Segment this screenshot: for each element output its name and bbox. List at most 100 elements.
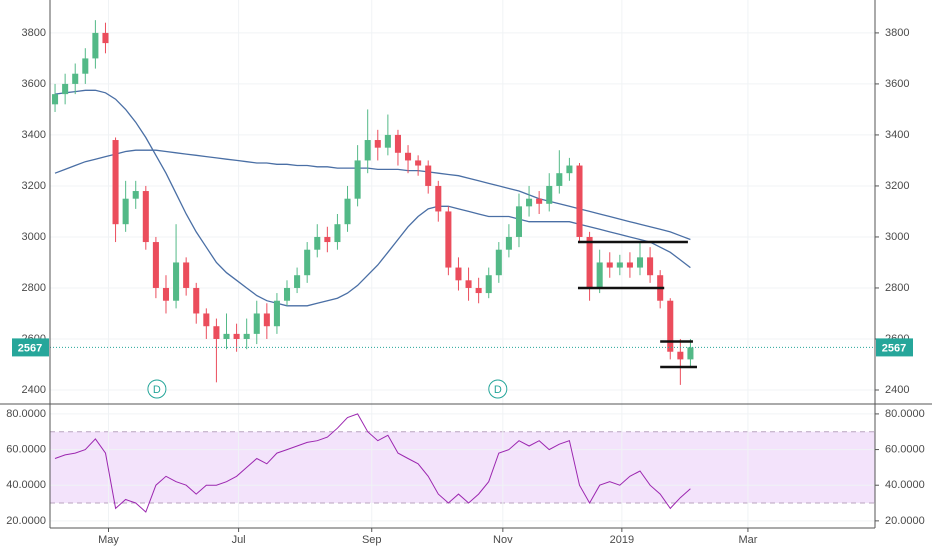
y-tick-label: 3200 [22,180,46,192]
candle-body [294,275,301,288]
candle-body [213,326,220,339]
y-tick-label-right: 2800 [885,282,909,294]
y-tick-label-right: 3600 [885,78,909,90]
y-tick-label: 2400 [22,384,46,396]
candle-body [616,262,623,268]
candle-body [112,140,119,225]
y-tick-label: 20.0000 [6,515,46,527]
candle-body [455,267,462,281]
candle-body [92,32,99,59]
y-tick-label: 2800 [22,282,46,294]
y-tick-label-right: 3400 [885,129,909,141]
candle-body [546,185,553,204]
candle-body [647,257,654,276]
candle-body [495,249,502,276]
last-price-box-right [876,338,913,357]
candle-body [132,191,139,199]
y-tick-label: 80.0000 [6,408,46,420]
y-tick-label-right: 20.0000 [885,515,925,527]
candle-body [253,313,260,334]
candle-body [475,287,482,294]
y-tick-label: 3400 [22,129,46,141]
candle-body [667,300,674,352]
y-tick-label: 3000 [22,231,46,243]
candle-body [465,280,472,288]
candle-body [586,236,593,288]
y-tick-label-right: 3000 [885,231,909,243]
last-price-box [12,338,49,357]
candle-body [142,191,149,243]
candle-body [415,160,422,166]
moving-average [54,89,691,307]
x-tick-label: May [98,534,119,546]
x-tick-label: Nov [493,534,513,546]
candle-body [556,173,563,186]
candle-body [364,140,371,161]
candle-body [526,198,533,207]
candle-body [243,333,250,339]
candle-body [52,94,59,105]
candle-body [505,236,512,250]
event-label: D [153,384,161,396]
candle-body [626,262,633,268]
candle-body [334,224,341,243]
candle-body [384,134,391,148]
last-price-label: 2567 [18,342,42,354]
x-tick-label: Sep [362,534,382,546]
candle-body [636,257,644,268]
candle-body [485,275,492,294]
candle-body [374,140,381,148]
event-marker [147,379,167,399]
y-tick-label-right: 2400 [885,384,909,396]
last-price-label-right: 2567 [882,342,906,354]
candle-body [606,262,613,268]
rsi-line [54,413,691,513]
candle-body [152,242,159,288]
y-tick-label: 40.0000 [6,479,46,491]
candle-body [536,198,543,204]
candle-body [425,165,432,186]
y-tick-label-right: 60.0000 [885,443,925,455]
candle-body [233,333,240,339]
y-tick-label: 3800 [22,27,46,39]
candle-body [193,287,200,314]
candle-body [173,262,180,301]
y-tick-label-right: 40.0000 [885,479,925,491]
candle-body [263,313,270,327]
candle-body [344,198,351,225]
candle-body [445,211,452,268]
candle-body [435,185,442,212]
candle-body [394,134,401,153]
x-tick-label: Jul [232,534,246,546]
event-label: D [494,384,502,396]
candle-body [324,236,331,243]
candle-body [596,262,603,288]
candle-body [273,300,280,327]
candle-body [162,287,170,301]
rsi-band [50,431,875,504]
candle-body [62,83,69,95]
candle-body [566,165,573,174]
x-tick-label: 2019 [610,534,634,546]
candle-body [515,206,523,237]
candle-body [183,262,190,288]
candle-body [72,73,79,84]
y-tick-label-right: 80.0000 [885,408,925,420]
y-tick-label-right: 3200 [885,180,909,192]
candle-body [223,333,230,339]
candle-body [283,287,291,301]
candle-body [314,236,321,250]
y-tick-label: 60.0000 [6,443,46,455]
candle-body [576,165,583,237]
candle-body [304,249,311,276]
candle-body [687,347,694,360]
x-tick-label: Mar [738,534,757,546]
y-tick-label-right: 3800 [885,27,909,39]
candle-body [82,58,89,74]
candle-body [677,351,684,360]
candle-body [405,152,412,161]
candle-body [354,160,361,199]
event-marker [488,379,508,399]
moving-average [54,149,691,241]
